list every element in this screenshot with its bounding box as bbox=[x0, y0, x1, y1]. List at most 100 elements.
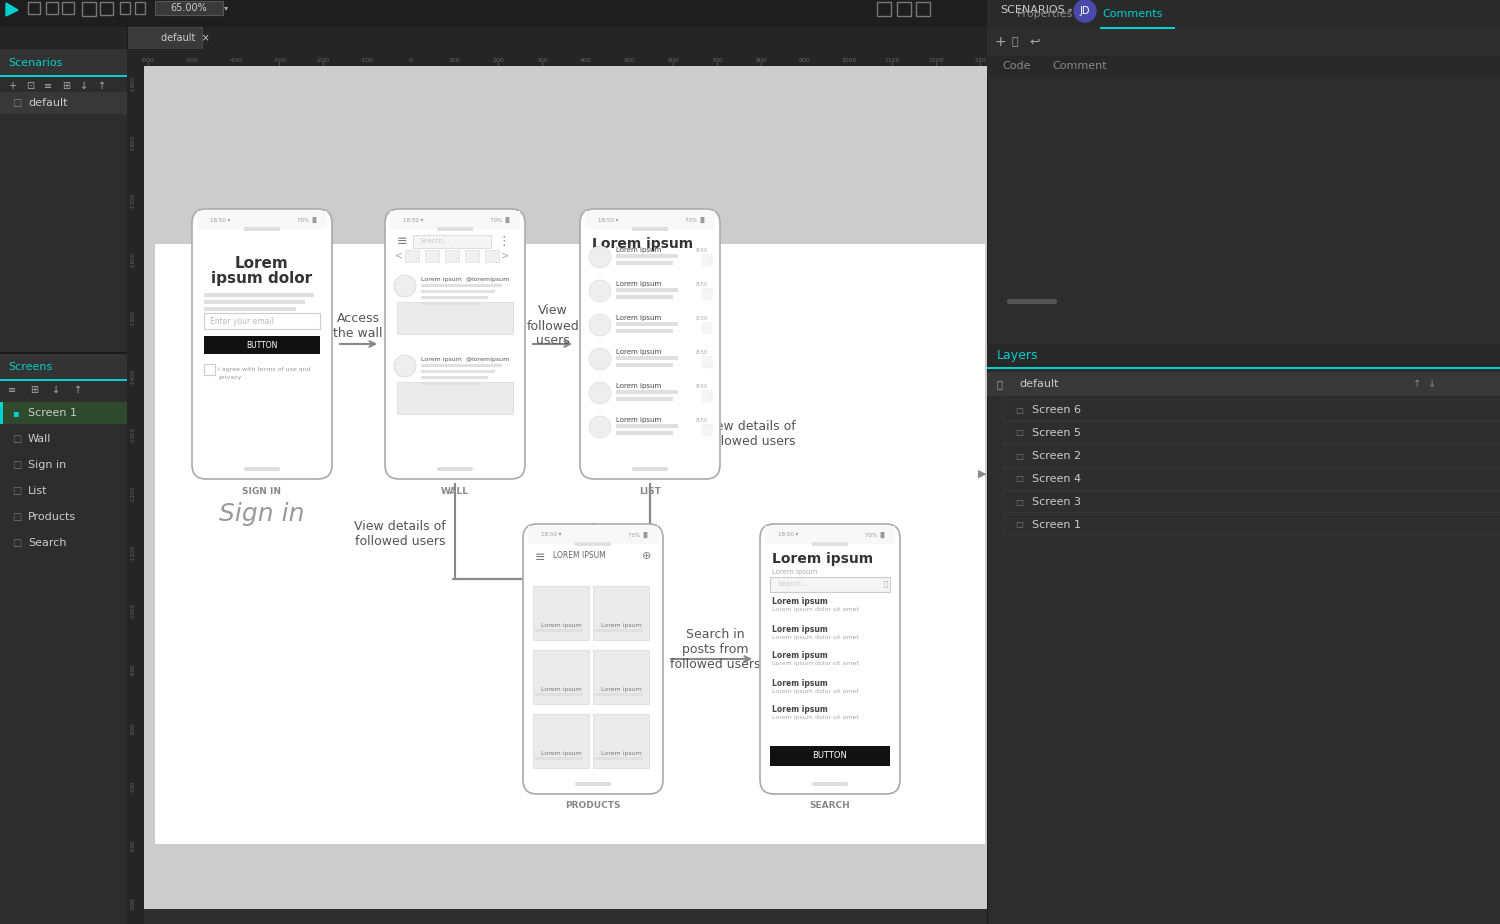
Bar bbox=[702, 424, 712, 436]
Text: Lorem ipsum dolor sit amet: Lorem ipsum dolor sit amet bbox=[772, 635, 859, 639]
Bar bbox=[532, 650, 590, 704]
Bar bbox=[204, 300, 304, 304]
Text: ▪: ▪ bbox=[12, 408, 18, 418]
Text: 70%  ▉: 70% ▉ bbox=[490, 217, 510, 223]
Text: Lorem ipsum: Lorem ipsum bbox=[600, 751, 642, 757]
Text: Lorem ipsum dolor sit amet: Lorem ipsum dolor sit amet bbox=[772, 662, 859, 666]
Text: LIST: LIST bbox=[639, 487, 662, 495]
Text: □: □ bbox=[12, 486, 21, 496]
Bar bbox=[596, 757, 642, 760]
Bar bbox=[616, 329, 672, 333]
Text: □: □ bbox=[12, 512, 21, 522]
Text: -300: -300 bbox=[273, 57, 286, 63]
Circle shape bbox=[590, 314, 610, 336]
Bar bbox=[574, 542, 610, 546]
FancyBboxPatch shape bbox=[386, 209, 525, 479]
FancyBboxPatch shape bbox=[580, 209, 720, 479]
Text: Lorem ipsum: Lorem ipsum bbox=[772, 552, 873, 566]
Text: Lorem ipsum: Lorem ipsum bbox=[600, 624, 642, 628]
Bar bbox=[28, 2, 40, 14]
Text: Lorem ipsum: Lorem ipsum bbox=[772, 651, 828, 661]
Text: Properties: Properties bbox=[1017, 9, 1074, 19]
Text: Layers: Layers bbox=[998, 349, 1038, 362]
Bar bbox=[592, 714, 650, 768]
Text: BUTTON: BUTTON bbox=[246, 341, 278, 349]
Text: Lorem ipsum: Lorem ipsum bbox=[616, 281, 662, 287]
Text: -1100: -1100 bbox=[130, 544, 135, 561]
Text: -600: -600 bbox=[141, 57, 154, 63]
Bar bbox=[196, 211, 327, 229]
FancyBboxPatch shape bbox=[574, 782, 610, 786]
Text: Lorem ipsum: Lorem ipsum bbox=[772, 569, 818, 575]
Bar bbox=[204, 313, 320, 329]
Text: Screen 1: Screen 1 bbox=[1032, 520, 1082, 530]
Text: Lorem ipsum: Lorem ipsum bbox=[540, 687, 582, 692]
Text: □: □ bbox=[1016, 429, 1023, 437]
Text: -1700: -1700 bbox=[130, 193, 135, 209]
Text: Lorem ipsum: Lorem ipsum bbox=[772, 625, 828, 634]
Text: -500: -500 bbox=[184, 57, 198, 63]
Bar bbox=[0, 354, 128, 381]
Text: 70%  ▉: 70% ▉ bbox=[686, 217, 705, 223]
FancyBboxPatch shape bbox=[192, 209, 332, 479]
Text: ⋮: ⋮ bbox=[496, 235, 510, 248]
Text: Screen 1: Screen 1 bbox=[28, 408, 76, 418]
Bar bbox=[770, 746, 890, 766]
Text: default: default bbox=[28, 98, 68, 108]
Text: ipsum dolor: ipsum dolor bbox=[211, 272, 312, 286]
Text: 🔍: 🔍 bbox=[884, 580, 888, 588]
FancyBboxPatch shape bbox=[632, 467, 668, 471]
Bar bbox=[422, 301, 482, 305]
Text: 18:50 ▾: 18:50 ▾ bbox=[542, 532, 561, 538]
Text: 8:50: 8:50 bbox=[696, 418, 708, 422]
Bar bbox=[1002, 445, 1500, 466]
Text: -800: -800 bbox=[130, 722, 135, 735]
Bar bbox=[987, 367, 1500, 369]
Text: □: □ bbox=[1016, 452, 1023, 460]
Bar bbox=[702, 254, 712, 266]
Text: SCENARIOS: SCENARIOS bbox=[1000, 5, 1065, 15]
Text: ≡: ≡ bbox=[536, 551, 546, 564]
Text: Comments: Comments bbox=[1102, 9, 1162, 19]
Bar bbox=[135, 2, 146, 14]
Text: Lorem ipsum: Lorem ipsum bbox=[772, 706, 828, 714]
Text: Screen 5: Screen 5 bbox=[1032, 428, 1082, 438]
Text: 200: 200 bbox=[492, 57, 504, 63]
Bar bbox=[536, 692, 582, 696]
Text: WALL: WALL bbox=[441, 487, 470, 495]
Circle shape bbox=[590, 382, 610, 404]
Text: □: □ bbox=[1016, 475, 1023, 483]
Text: 🖥: 🖥 bbox=[998, 379, 1004, 389]
Text: ↑: ↑ bbox=[74, 385, 82, 395]
Text: Lorem ipsum: Lorem ipsum bbox=[540, 751, 582, 757]
Text: default  ×: default × bbox=[160, 33, 210, 43]
Text: -600: -600 bbox=[130, 839, 135, 852]
Bar bbox=[532, 586, 590, 640]
Bar bbox=[536, 628, 582, 632]
Text: □: □ bbox=[1016, 497, 1023, 506]
Text: Enter your email: Enter your email bbox=[210, 317, 274, 325]
Bar bbox=[0, 0, 1500, 27]
Text: 600: 600 bbox=[668, 57, 680, 63]
Bar bbox=[0, 49, 128, 77]
Text: 18:50 ▾: 18:50 ▾ bbox=[404, 217, 423, 223]
Bar bbox=[446, 250, 459, 262]
Text: Lorem ipsum  @loremipsum: Lorem ipsum @loremipsum bbox=[422, 358, 509, 362]
Text: Lorem ipsum: Lorem ipsum bbox=[772, 598, 828, 606]
Text: ⊡: ⊡ bbox=[26, 81, 34, 91]
Text: Search...: Search... bbox=[419, 238, 450, 244]
Text: Screen 4: Screen 4 bbox=[1032, 474, 1082, 484]
Text: -1900: -1900 bbox=[130, 76, 135, 92]
Bar bbox=[897, 2, 910, 16]
Text: Search: Search bbox=[28, 538, 66, 548]
Bar bbox=[987, 0, 1500, 924]
Text: Lorem ipsum: Lorem ipsum bbox=[600, 687, 642, 692]
Bar bbox=[120, 2, 130, 14]
Bar bbox=[0, 352, 128, 354]
Circle shape bbox=[590, 280, 610, 302]
Bar bbox=[154, 244, 986, 844]
Text: default: default bbox=[1019, 379, 1059, 389]
Text: ≡: ≡ bbox=[398, 235, 408, 248]
Text: Screen 6: Screen 6 bbox=[1032, 405, 1082, 415]
Text: 8:50: 8:50 bbox=[696, 248, 708, 252]
